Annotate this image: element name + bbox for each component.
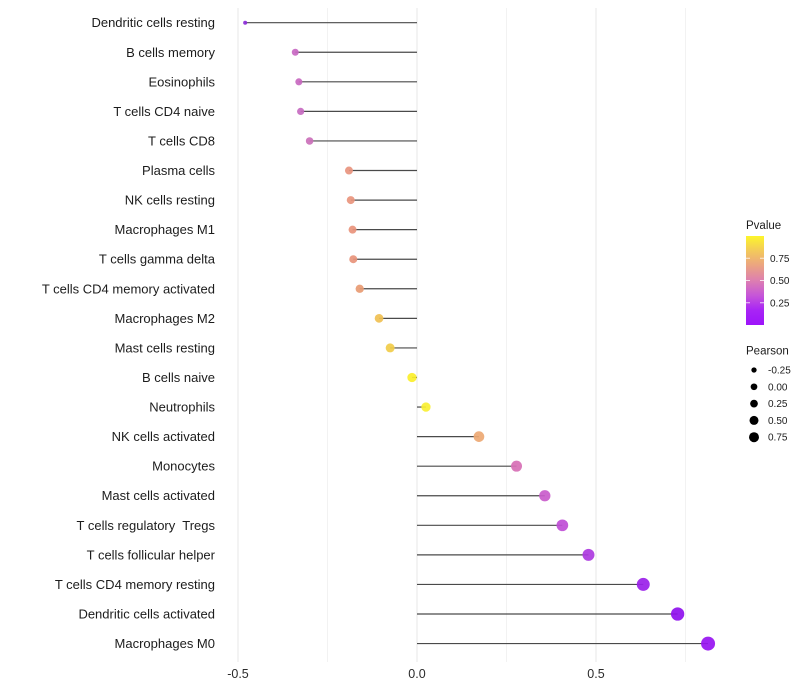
lollipop-dot	[346, 196, 355, 205]
pearson-legend-dot	[750, 399, 758, 408]
y-axis-label: Monocytes	[152, 459, 215, 474]
pvalue-legend-label: 0.75	[770, 254, 790, 265]
lollipop-dot	[349, 255, 358, 264]
x-axis-tick-label: 0.5	[587, 667, 604, 681]
pearson-legend-dot	[749, 432, 759, 443]
y-axis-label: NK cells activated	[112, 429, 215, 444]
pearson-legend-label: 0.25	[768, 399, 788, 410]
x-axis-tick-label: 0.0	[408, 667, 425, 681]
y-axis-label: T cells CD4 memory resting	[55, 577, 215, 592]
y-axis-label: T cells CD4 memory activated	[42, 281, 215, 296]
lollipop-dot	[421, 402, 431, 412]
lollipop-dot	[243, 20, 248, 25]
pearson-legend-title: Pearson	[746, 346, 789, 358]
pvalue-legend-title: Pvalue	[746, 220, 781, 232]
y-axis-label: Dendritic cells activated	[78, 607, 215, 622]
lollipop-dot	[295, 78, 303, 86]
lollipop-dot	[385, 343, 395, 353]
lollipop-dot	[556, 519, 569, 532]
y-axis-label: B cells memory	[126, 45, 215, 60]
lollipop-dot	[305, 137, 314, 145]
lollipop-dot	[291, 48, 299, 56]
y-axis-label: B cells naive	[142, 370, 215, 385]
pearson-legend-dot	[749, 415, 759, 425]
lollipop-dot	[636, 577, 650, 591]
lollipop-dot	[701, 636, 716, 651]
x-axis-tick-label: -0.5	[227, 667, 249, 681]
y-axis-label: Macrophages M2	[115, 311, 215, 326]
lollipop-dot	[407, 372, 417, 383]
pearson-legend-label: -0.25	[768, 366, 791, 377]
pearson-legend-label: 0.50	[768, 416, 788, 427]
y-axis-label: NK cells resting	[125, 193, 215, 208]
y-axis-label: Plasma cells	[142, 163, 215, 178]
pearson-legend-dot	[750, 383, 758, 391]
y-axis-label: T cells follicular helper	[87, 547, 216, 562]
lollipop-dot	[539, 490, 551, 502]
y-axis-label: Mast cells resting	[115, 340, 215, 355]
lollipop-dot	[582, 548, 595, 561]
y-axis-label: Mast cells activated	[102, 488, 215, 503]
y-axis-label: T cells CD8	[148, 133, 215, 148]
y-axis-label: Neutrophils	[149, 400, 215, 415]
y-axis-label: Macrophages M0	[115, 636, 215, 651]
lollipop-dot	[344, 166, 353, 175]
pearson-legend-dot	[751, 367, 757, 373]
y-axis-label: Dendritic cells resting	[91, 15, 215, 30]
y-axis-label: Eosinophils	[149, 74, 216, 89]
lollipop-dot	[355, 284, 364, 293]
lollipop-dot	[297, 107, 305, 115]
lollipop-dot	[374, 314, 384, 323]
pvalue-legend-label: 0.25	[770, 298, 790, 309]
y-axis-label: T cells regulatory Tregs	[77, 518, 216, 533]
pearson-legend-label: 0.00	[768, 382, 788, 393]
y-axis-label: T cells CD4 naive	[113, 104, 215, 119]
pvalue-gradient-bar	[746, 236, 764, 325]
lollipop-dot	[670, 607, 685, 621]
lollipop-dot	[473, 431, 485, 442]
lollipop-dot	[348, 225, 357, 234]
pearson-legend-label: 0.75	[768, 433, 788, 444]
lollipop-dot	[511, 460, 523, 472]
y-axis-label: Macrophages M1	[115, 222, 215, 237]
pvalue-legend-label: 0.50	[770, 276, 790, 287]
y-axis-label: T cells gamma delta	[99, 252, 216, 267]
